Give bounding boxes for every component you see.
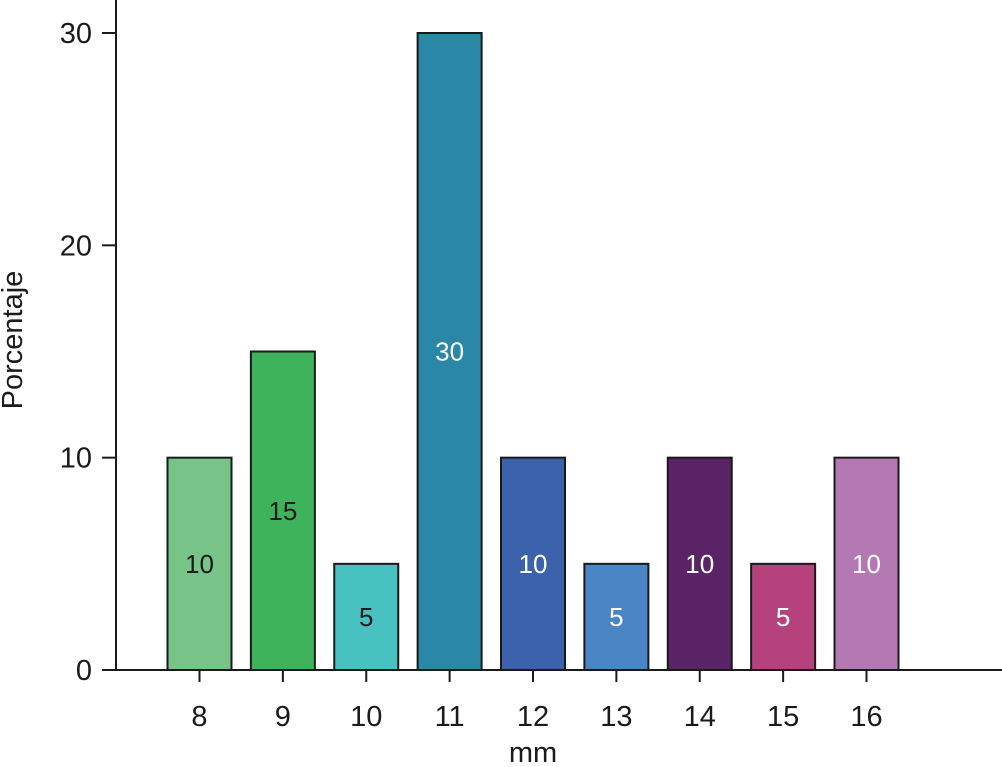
bar-13 [583, 562, 650, 671]
x-tick-label-12: 12 [517, 701, 549, 733]
bar-9 [249, 350, 316, 671]
bars-layer [166, 32, 900, 671]
x-tick-label-11: 11 [435, 701, 465, 733]
x-axis-title: mm [509, 737, 557, 767]
x-ticks-layer: 8 9 10 11 12 13 14 15 16 [191, 670, 883, 733]
bar-15 [750, 562, 817, 671]
x-tick-label-14: 14 [684, 701, 716, 733]
bar-label-12: 10 [519, 549, 548, 579]
bar-label-15: 5 [776, 602, 790, 632]
bar-label-9: 15 [268, 496, 297, 526]
bar-8 [166, 456, 233, 671]
y-axis-title: Porcentaje [0, 271, 29, 410]
x-tick-label-10: 10 [350, 701, 382, 733]
y-tick-label-30: 30 [60, 18, 92, 50]
bar-label-11: 30 [435, 337, 464, 367]
x-tick-label-15: 15 [767, 701, 799, 733]
x-tick-label-13: 13 [600, 701, 632, 733]
y-tick-label-20: 20 [60, 230, 92, 262]
y-ticks-layer: 0 10 20 30 [60, 18, 116, 687]
y-tick-label-10: 10 [60, 443, 92, 475]
bar-label-13: 5 [609, 602, 623, 632]
bar-label-14: 10 [685, 549, 714, 579]
x-tick-label-16: 16 [850, 701, 882, 733]
bar-label-16: 10 [852, 549, 881, 579]
x-tick-label-9: 9 [275, 701, 291, 733]
y-tick-label-0: 0 [76, 655, 92, 687]
bar-label-10: 5 [359, 602, 373, 632]
bar-labels-layer: 10 15 5 30 10 5 10 5 10 [185, 337, 881, 632]
x-tick-label-8: 8 [191, 701, 207, 733]
bar-label-8: 10 [185, 549, 214, 579]
bar-11 [416, 32, 483, 671]
